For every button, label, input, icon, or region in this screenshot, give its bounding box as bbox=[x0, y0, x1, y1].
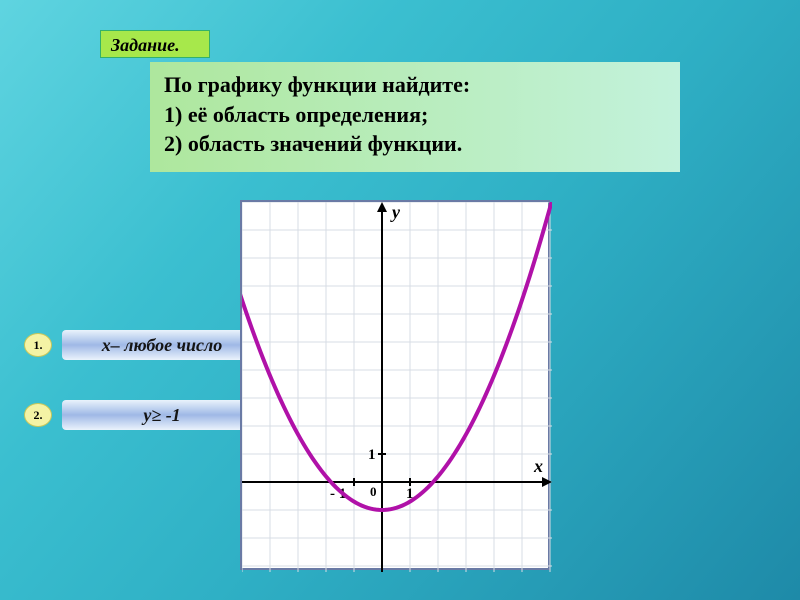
task-tag-text: Задание. bbox=[111, 35, 180, 55]
prompt-box: По графику функции найдите:1) её область… bbox=[150, 62, 680, 172]
answer-row-1: 1. х – любое число bbox=[24, 330, 262, 360]
answer-row-2: 2. у ≥ -1 bbox=[24, 400, 262, 430]
grid bbox=[242, 202, 552, 572]
prompt-line: По графику функции найдите: bbox=[164, 70, 666, 100]
prompt-line: 1) её область определения; bbox=[164, 100, 666, 130]
tick-labels: - 1110ху bbox=[330, 202, 543, 502]
answer-pill: х – любое число bbox=[62, 330, 262, 360]
svg-text:х: х bbox=[533, 456, 543, 476]
svg-text:у: у bbox=[390, 202, 401, 222]
task-tag: Задание. bbox=[100, 30, 210, 58]
svg-text:1: 1 bbox=[368, 447, 376, 463]
chart: - 1110ху bbox=[240, 200, 550, 570]
answer-badge: 1. bbox=[24, 333, 52, 357]
curve bbox=[242, 202, 552, 510]
answer-pill: у ≥ -1 bbox=[62, 400, 262, 430]
svg-text:0: 0 bbox=[370, 484, 377, 499]
prompt-line: 2) область значений функции. bbox=[164, 129, 666, 159]
answer-badge: 2. bbox=[24, 403, 52, 427]
chart-svg: - 1110ху bbox=[242, 202, 552, 572]
